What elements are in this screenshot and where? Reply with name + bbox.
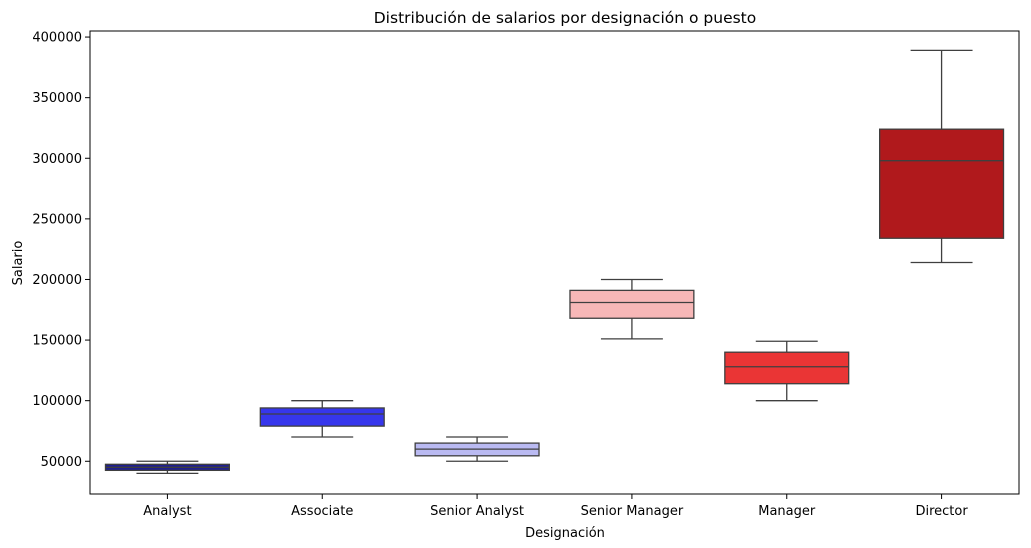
iqr-box xyxy=(724,351,850,385)
x-tick-label: Analyst xyxy=(143,504,191,519)
plot-frame xyxy=(89,30,1020,495)
y-tick-label: 200000 xyxy=(32,273,82,288)
y-tick-label: 350000 xyxy=(32,91,82,106)
iqr-box xyxy=(259,407,385,427)
y-axis: 50000 100000 150000 200000 250000 300000 35000… xyxy=(32,31,90,470)
iqr-box xyxy=(879,128,1005,239)
y-axis-label: Salario xyxy=(11,241,26,286)
x-tick-label: Senior Manager xyxy=(581,504,684,519)
x-axis-label: Designación xyxy=(525,526,605,541)
y-tick-label: 150000 xyxy=(32,334,82,349)
x-tick-label: Director xyxy=(915,504,968,519)
y-tick-label: 400000 xyxy=(32,31,82,46)
y-tick-label: 50000 xyxy=(41,455,82,470)
box-senior-analyst xyxy=(414,436,540,462)
x-tick-label: Senior Analyst xyxy=(430,504,524,519)
chart-title: Distribución de salarios por designación… xyxy=(374,9,757,27)
y-tick-label: 250000 xyxy=(32,212,82,227)
plot-area xyxy=(89,30,1020,495)
x-axis: Analyst Associate Senior Analyst Senior Man… xyxy=(143,494,968,519)
x-tick-label: Manager xyxy=(758,504,816,519)
box-director xyxy=(879,49,1005,264)
y-tick-label: 100000 xyxy=(32,394,82,409)
y-tick-label: 300000 xyxy=(32,152,82,167)
box-analyst xyxy=(104,460,230,475)
box-associate xyxy=(259,400,385,438)
x-tick-label: Associate xyxy=(291,504,353,519)
box-senior-manager xyxy=(569,278,695,340)
box-manager xyxy=(724,340,850,402)
iqr-box xyxy=(569,289,695,319)
